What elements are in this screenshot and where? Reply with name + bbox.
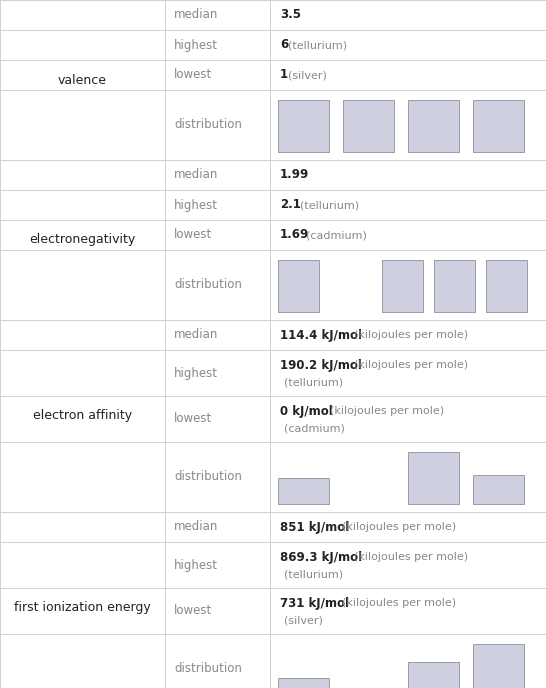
- Text: 1.99: 1.99: [280, 169, 309, 182]
- Text: (tellurium): (tellurium): [288, 40, 347, 50]
- Text: 6: 6: [280, 39, 288, 52]
- Text: highest: highest: [174, 39, 218, 52]
- Text: (tellurium): (tellurium): [284, 569, 343, 579]
- Text: (silver): (silver): [288, 70, 327, 80]
- Text: (kilojoules per mole): (kilojoules per mole): [330, 406, 444, 416]
- Bar: [278, 478, 329, 504]
- Text: (tellurium): (tellurium): [300, 200, 359, 210]
- Text: median: median: [174, 521, 218, 533]
- Bar: [408, 452, 459, 504]
- Text: 2.1: 2.1: [280, 199, 301, 211]
- Text: 1: 1: [280, 69, 288, 81]
- Text: (kilojoules per mole): (kilojoules per mole): [354, 330, 468, 340]
- Text: highest: highest: [174, 559, 218, 572]
- Text: highest: highest: [174, 199, 218, 211]
- Text: 869.3 kJ/mol: 869.3 kJ/mol: [280, 550, 366, 563]
- Bar: [473, 475, 524, 504]
- Text: lowest: lowest: [174, 69, 212, 81]
- Text: (cadmium): (cadmium): [284, 423, 345, 433]
- Text: 1.69: 1.69: [280, 228, 309, 241]
- Text: highest: highest: [174, 367, 218, 380]
- Text: lowest: lowest: [174, 605, 212, 618]
- Text: 731 kJ/mol: 731 kJ/mol: [280, 596, 353, 610]
- Text: electron affinity: electron affinity: [33, 409, 132, 422]
- Text: 0 kJ/mol: 0 kJ/mol: [280, 405, 337, 418]
- Text: lowest: lowest: [174, 413, 212, 425]
- Text: 190.2 kJ/mol: 190.2 kJ/mol: [280, 358, 366, 372]
- Text: (kilojoules per mole): (kilojoules per mole): [354, 361, 468, 370]
- Text: 3.5: 3.5: [280, 8, 301, 21]
- Text: median: median: [174, 169, 218, 182]
- Text: lowest: lowest: [174, 228, 212, 241]
- Text: distribution: distribution: [174, 471, 242, 484]
- Bar: [278, 100, 329, 152]
- Text: distribution: distribution: [174, 663, 242, 676]
- Bar: [486, 260, 526, 312]
- Bar: [278, 678, 329, 688]
- Bar: [278, 260, 318, 312]
- Bar: [473, 100, 524, 152]
- Text: (kilojoules per mole): (kilojoules per mole): [342, 598, 456, 608]
- Text: distribution: distribution: [174, 118, 242, 131]
- Text: (kilojoules per mole): (kilojoules per mole): [342, 522, 456, 532]
- Text: median: median: [174, 8, 218, 21]
- Text: electronegativity: electronegativity: [29, 233, 135, 246]
- Text: 851 kJ/mol: 851 kJ/mol: [280, 521, 349, 533]
- Text: (tellurium): (tellurium): [284, 377, 343, 387]
- Bar: [434, 260, 474, 312]
- Text: (silver): (silver): [284, 615, 323, 625]
- Bar: [408, 100, 459, 152]
- Text: 114.4 kJ/mol: 114.4 kJ/mol: [280, 328, 362, 341]
- Bar: [382, 260, 423, 312]
- Text: valence: valence: [58, 74, 107, 87]
- Text: (kilojoules per mole): (kilojoules per mole): [354, 552, 468, 562]
- Bar: [343, 100, 394, 152]
- Text: first ionization energy: first ionization energy: [14, 601, 151, 614]
- Bar: [408, 662, 459, 688]
- Bar: [473, 644, 524, 688]
- Text: (cadmium): (cadmium): [306, 230, 367, 240]
- Text: distribution: distribution: [174, 279, 242, 292]
- Text: median: median: [174, 328, 218, 341]
